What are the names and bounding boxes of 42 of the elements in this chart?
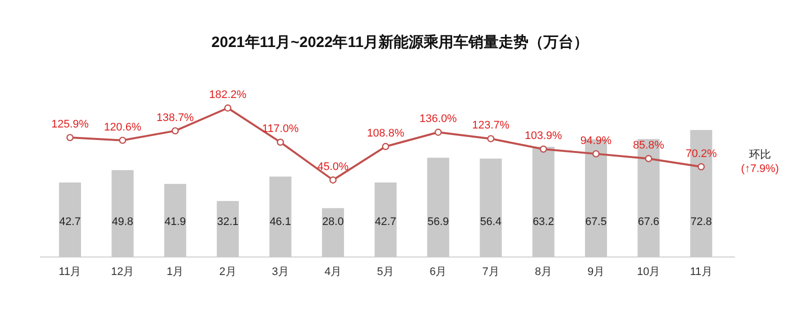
x-tick-label: 10月 <box>636 266 660 278</box>
x-tick-label: 5月 <box>377 266 394 278</box>
data-label: 42.7 <box>59 216 81 228</box>
data-label: 49.8 <box>112 216 134 228</box>
data-label: 70.2% <box>686 148 718 160</box>
data-label: 125.9% <box>51 118 89 131</box>
data-label: 56.4 <box>480 216 502 228</box>
x-tick-label: 8月 <box>534 266 552 278</box>
data-label: 42.7 <box>374 216 396 228</box>
data-label: 67.6 <box>638 216 660 228</box>
data-label: 56.9 <box>427 216 449 228</box>
data-label: 182.2% <box>209 89 247 101</box>
data-label: 108.8% <box>366 128 404 140</box>
data-label: 63.2 <box>532 216 554 228</box>
chart-title: 2021年11月~2022年11月新能源乘用车销量走势（万台） <box>211 33 589 51</box>
x-tick-label: 11月 <box>58 266 82 278</box>
data-label: 85.8% <box>633 140 664 152</box>
text: 环比 <box>749 148 771 161</box>
data-label: 136.0% <box>420 113 458 126</box>
text: (↑7.9%) <box>741 163 779 175</box>
data-label: 28.0 <box>322 216 344 228</box>
data-label: 72.8 <box>690 216 712 228</box>
x-tick-label: 6月 <box>430 266 447 278</box>
data-label: 103.9% <box>524 130 562 142</box>
data-label: 94.9% <box>580 134 612 147</box>
data-label: 120.6% <box>104 121 142 134</box>
x-tick-label: 7月 <box>482 266 500 278</box>
data-label: 67.5 <box>585 216 607 228</box>
x-tick-label: 11月 <box>690 266 712 278</box>
x-tick-label: 4月 <box>324 266 342 278</box>
data-label: 123.7% <box>472 120 510 132</box>
data-label: 46.1 <box>270 216 292 228</box>
x-tick-label: 3月 <box>272 266 289 278</box>
x-tick-label: 2月 <box>219 266 236 278</box>
x-tick-label: 12月 <box>110 266 134 278</box>
data-label: 138.7% <box>156 112 194 124</box>
data-label: 41.9 <box>164 216 186 228</box>
data-label: 32.1 <box>217 216 239 228</box>
data-label: 45.0% <box>317 161 349 173</box>
x-tick-label: 9月 <box>587 266 605 278</box>
data-label: 117.0% <box>262 123 299 136</box>
x-tick-label: 1月 <box>166 266 184 278</box>
